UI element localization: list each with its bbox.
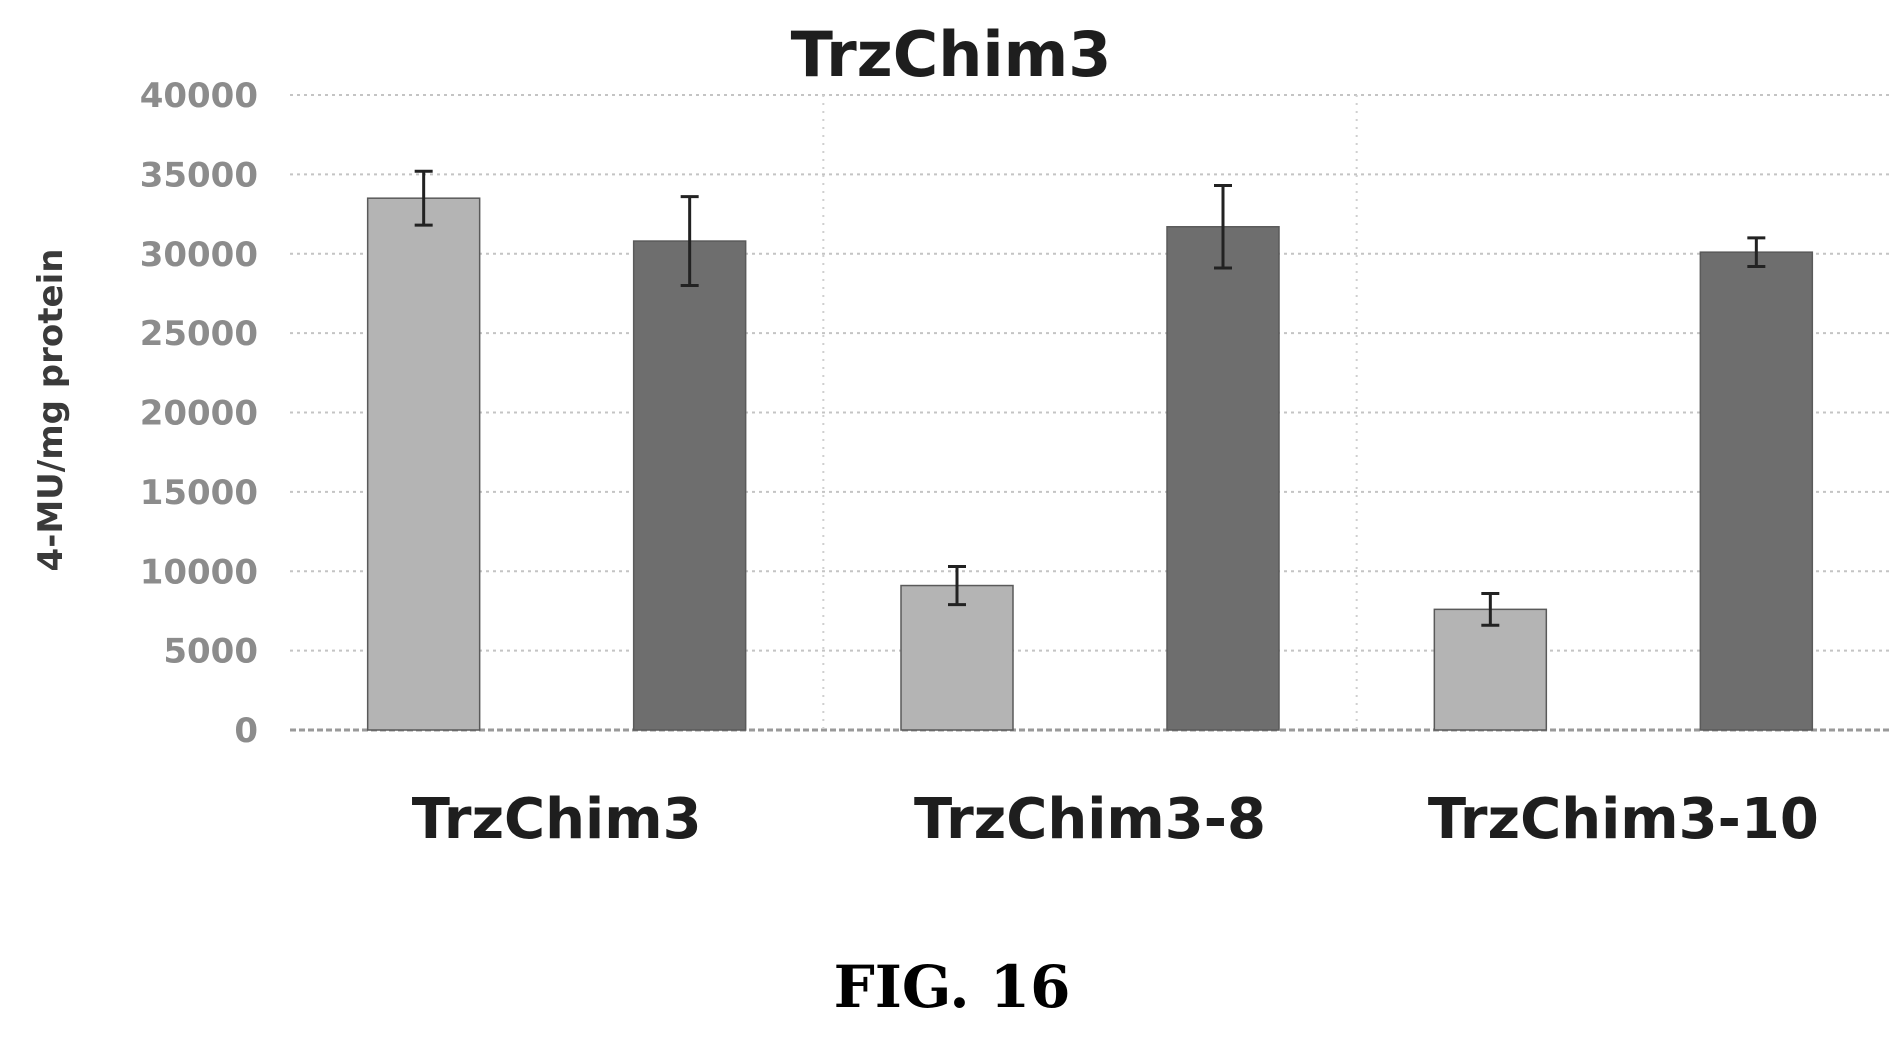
y-tick-label: 40000: [140, 76, 258, 116]
bars-layer: [366, 169, 1814, 731]
bar: [366, 197, 481, 731]
x-tick-label: TrzChim3: [412, 787, 702, 852]
bar: [632, 240, 747, 731]
y-tick-label: 5000: [163, 632, 258, 672]
y-tick-label: 10000: [140, 552, 258, 592]
x-tick-label: TrzChim3-8: [914, 787, 1266, 852]
bar: [900, 584, 1014, 731]
chart-title: TrzChim3: [791, 18, 1112, 91]
y-tick-label: 35000: [140, 155, 258, 195]
grid-layer: [290, 94, 1890, 732]
x-tick-label: TrzChim3-10: [1428, 787, 1819, 852]
y-tick-label: 25000: [140, 314, 258, 354]
y-tick-label: 30000: [140, 235, 258, 275]
bar: [1433, 608, 1548, 731]
y-tick-label: 15000: [140, 473, 258, 513]
axis-layer: 0 5000 10000 15000 20000 25000 30000 35000 40000…: [140, 76, 1819, 852]
y-axis-title: 4-MU/mg protein: [31, 249, 71, 572]
y-tick-label: 20000: [140, 394, 258, 434]
y-tick-label: 0: [234, 711, 258, 751]
bar: [1699, 251, 1814, 731]
bar: [1166, 226, 1280, 731]
figure-caption: FIG. 16: [833, 953, 1071, 1021]
